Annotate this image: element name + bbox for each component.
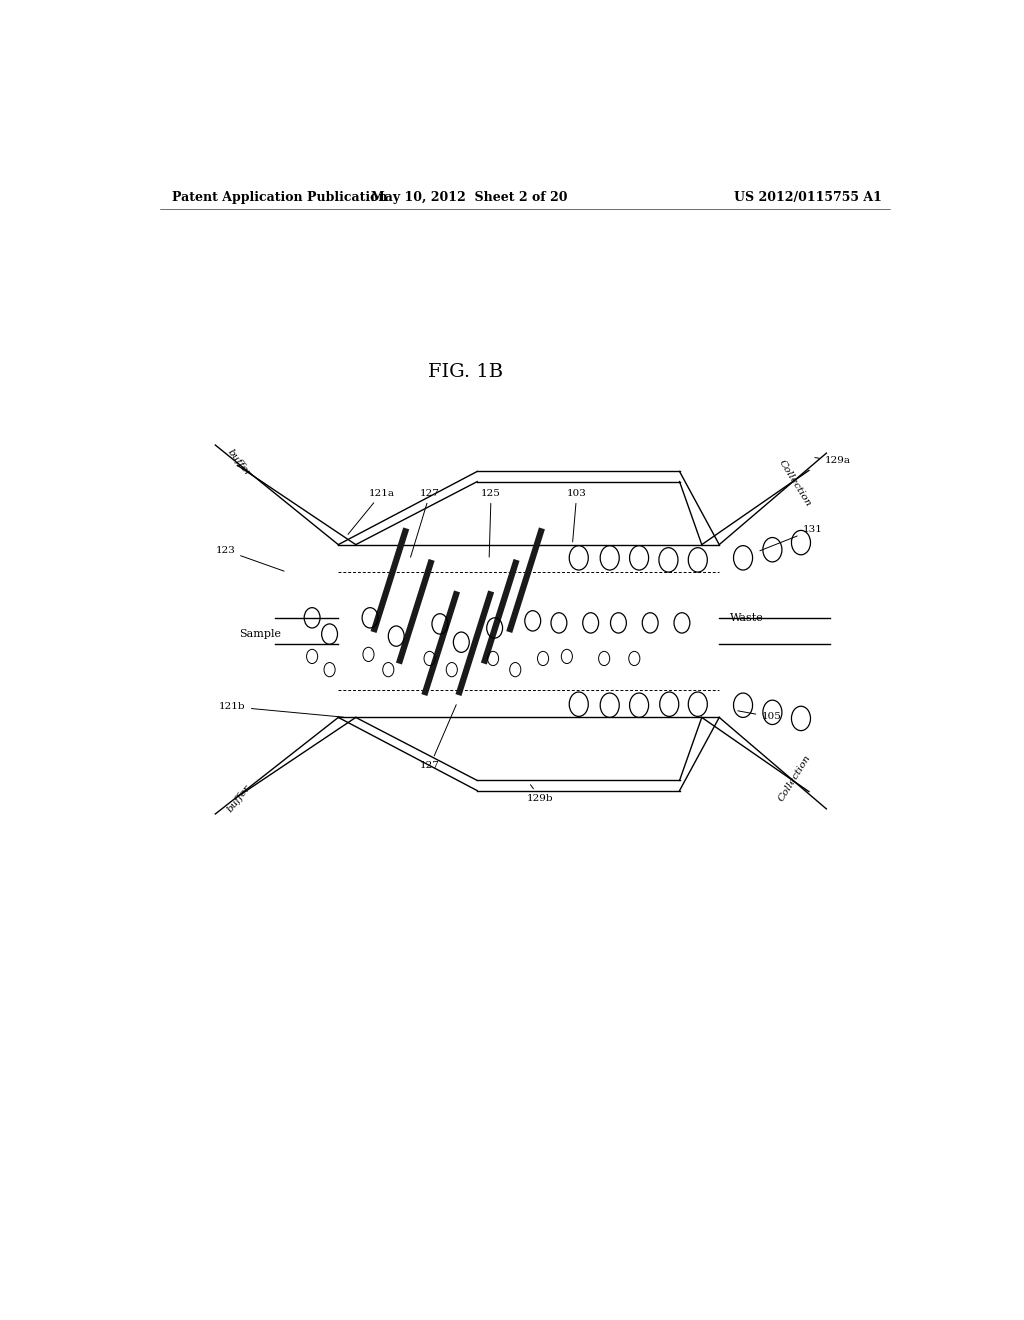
- Text: May 10, 2012  Sheet 2 of 20: May 10, 2012 Sheet 2 of 20: [371, 190, 567, 203]
- Text: 129b: 129b: [527, 784, 554, 803]
- Text: Collection: Collection: [776, 754, 813, 804]
- Text: Waste: Waste: [729, 612, 763, 623]
- Text: 121b: 121b: [219, 702, 343, 717]
- Text: 131: 131: [760, 525, 822, 550]
- Text: Patent Application Publication: Patent Application Publication: [172, 190, 387, 203]
- Text: buffer: buffer: [225, 447, 253, 479]
- Text: Collection: Collection: [776, 458, 813, 508]
- Text: 121a: 121a: [348, 488, 394, 535]
- Text: Sample: Sample: [240, 630, 282, 639]
- Text: 127: 127: [411, 488, 440, 557]
- Text: 125: 125: [481, 488, 501, 557]
- Text: 123: 123: [215, 545, 284, 572]
- Text: 105: 105: [738, 710, 781, 722]
- Text: FIG. 1B: FIG. 1B: [428, 363, 503, 381]
- Text: 103: 103: [567, 488, 587, 543]
- Text: US 2012/0115755 A1: US 2012/0115755 A1: [734, 190, 882, 203]
- Text: buffer: buffer: [225, 783, 253, 814]
- Text: 129a: 129a: [815, 457, 851, 466]
- Text: 127: 127: [420, 705, 457, 771]
